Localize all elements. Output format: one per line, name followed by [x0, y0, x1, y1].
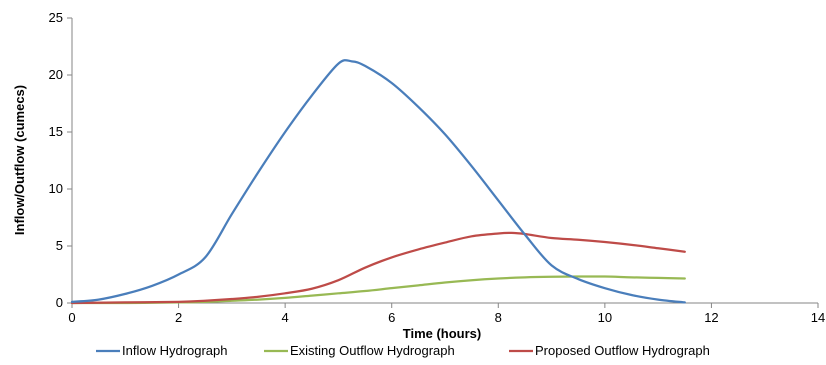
y-tick-label: 20 — [49, 67, 63, 82]
legend-label: Proposed Outflow Hydrograph — [535, 343, 710, 358]
y-tick-label: 0 — [56, 295, 63, 310]
y-tick-label: 25 — [49, 10, 63, 25]
x-tick-label: 14 — [811, 310, 825, 325]
y-axis-title-group: Inflow/Outflow (cumecs) — [12, 85, 27, 235]
legend-item-existing-outflow-hydrograph: Existing Outflow Hydrograph — [264, 343, 455, 358]
axes: 0 5 10 15 20 25 0 2 4 6 8 10 12 14 — [49, 10, 826, 325]
x-tick-label: 10 — [598, 310, 612, 325]
y-axis-title: Inflow/Outflow (cumecs) — [12, 85, 27, 235]
x-axis-title: Time (hours) — [403, 326, 482, 341]
x-tick-label: 6 — [388, 310, 395, 325]
legend-item-proposed-outflow-hydrograph: Proposed Outflow Hydrograph — [509, 343, 710, 358]
series-line-inflow-hydrograph — [72, 60, 685, 302]
x-tick-label: 2 — [175, 310, 182, 325]
x-tick-label: 8 — [495, 310, 502, 325]
x-tick-label: 4 — [282, 310, 289, 325]
legend-label: Inflow Hydrograph — [122, 343, 228, 358]
y-tick-label: 10 — [49, 181, 63, 196]
y-tick-label: 5 — [56, 238, 63, 253]
legend: Inflow Hydrograph Existing Outflow Hydrog… — [96, 343, 710, 358]
y-tick-label: 15 — [49, 124, 63, 139]
x-tick-label: 0 — [68, 310, 75, 325]
legend-label: Existing Outflow Hydrograph — [290, 343, 455, 358]
x-tick-label: 12 — [704, 310, 718, 325]
legend-item-inflow-hydrograph: Inflow Hydrograph — [96, 343, 228, 358]
series-layer — [72, 60, 685, 303]
series-line-proposed-outflow-hydrograph — [72, 233, 685, 303]
